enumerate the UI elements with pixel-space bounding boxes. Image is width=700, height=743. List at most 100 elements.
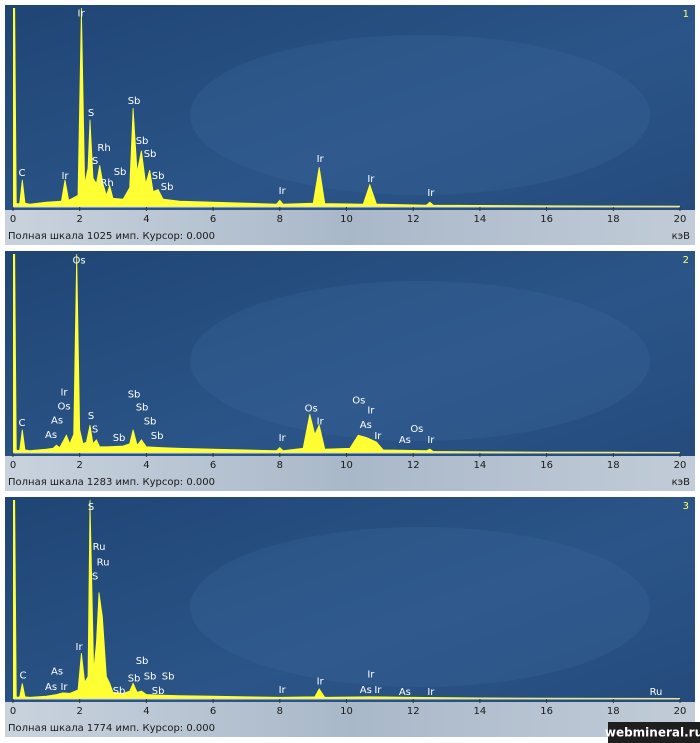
x-tick-label: 8 [277, 214, 283, 225]
spectrum-area [13, 254, 680, 453]
panel-number: 1 [683, 9, 689, 20]
peak-label: Ir [374, 431, 382, 442]
x-tick-label: 6 [210, 460, 216, 471]
x-tick-label: 18 [607, 706, 620, 717]
peak-label: Ir [367, 670, 375, 681]
x-tick-label: 12 [407, 460, 420, 471]
peak-label: Ir [78, 9, 86, 20]
x-tick-label: 0 [10, 460, 16, 471]
peak-label: Ir [279, 186, 287, 197]
peak-label: Sb [113, 686, 126, 697]
x-tick-label: 4 [143, 706, 149, 717]
peak-label: Ir [367, 406, 375, 417]
peak-label: As [360, 420, 372, 431]
x-tick-label: 8 [277, 706, 283, 717]
x-tick-label: 20 [674, 460, 687, 471]
spectrum-area [13, 500, 680, 699]
peak-label: Os [72, 256, 85, 267]
footer-text: Полная шкала 1283 имп. Курсор: 0.000 [8, 477, 215, 488]
peak-label: Ir [279, 685, 287, 696]
peak-label: Ir [374, 685, 382, 696]
peak-label: S [88, 108, 94, 119]
x-tick-label: 10 [340, 214, 353, 225]
peak-label: Sb [144, 417, 157, 428]
peak-label: Ru [93, 542, 106, 553]
peak-label: Sb [152, 171, 165, 182]
peak-label: Ru [650, 687, 663, 698]
peak-label: As [45, 682, 57, 693]
peak-label: S [92, 425, 98, 436]
spectrum-panel: 0 2 4 6 8 10 12 14 16 18 20CIrSRhSRhSbSbSbSbSbSbIr… [5, 5, 695, 245]
peak-label: Ir [60, 388, 68, 399]
peak-label: Sb [128, 96, 141, 107]
spectrum-panel: 0 2 4 6 8 10 12 14 16 18 20OsCIrOsAsAsSSSbSbSbSbSb… [5, 251, 695, 491]
peak-label: Ir [61, 171, 69, 182]
x-tick-label: 10 [340, 706, 353, 717]
x-tick-label: 16 [540, 214, 553, 225]
peak-label: Os [57, 402, 70, 413]
peak-label: Sb [144, 672, 157, 683]
peak-label: Ir [367, 174, 375, 185]
x-tick-label: 14 [474, 460, 487, 471]
footer-text: Полная шкала 1025 имп. Курсор: 0.000 [8, 231, 215, 242]
x-tick-label: 2 [77, 214, 83, 225]
x-tick-label: 8 [277, 460, 283, 471]
peak-label: Sb [114, 167, 127, 178]
peak-label: Ir [76, 642, 84, 653]
x-tick-label: 18 [607, 460, 620, 471]
peak-label: As [399, 435, 411, 446]
spectrum-area [13, 8, 680, 207]
peak-label: S [92, 156, 98, 167]
peak-label: Ru [97, 557, 110, 568]
peak-label: Ir [60, 682, 68, 693]
peak-label: Rh [97, 143, 110, 154]
x-tick-label: 12 [407, 706, 420, 717]
peak-label: Os [352, 396, 365, 407]
x-tick-label: 16 [540, 706, 553, 717]
peak-label: C [19, 418, 26, 429]
x-tick-label: 6 [210, 706, 216, 717]
peak-label: C [19, 168, 26, 179]
peak-label: S [88, 411, 94, 422]
x-tick-label: 18 [607, 214, 620, 225]
peak-label: Ir [427, 687, 435, 698]
peak-label: Sb [136, 656, 149, 667]
peak-label: Ir [427, 188, 435, 199]
x-tick-label: 16 [540, 460, 553, 471]
peak-label: Sb [152, 686, 165, 697]
footer-text: Полная шкала 1774 имп. Курсор: 0.000 [8, 723, 215, 734]
x-tick-label: 10 [340, 460, 353, 471]
peak-label: Os [305, 404, 318, 415]
peak-label: Ir [427, 435, 435, 446]
x-tick-label: 20 [674, 706, 687, 717]
x-tick-label: 14 [474, 706, 487, 717]
x-tick-label: 0 [10, 214, 16, 225]
peak-label: Sb [136, 136, 149, 147]
peak-label: Sb [162, 672, 175, 683]
peak-label: Sb [128, 674, 141, 685]
panel-number: 3 [683, 501, 689, 512]
peak-label: C [20, 671, 27, 682]
background-glow [190, 35, 650, 195]
x-tick-label: 12 [407, 214, 420, 225]
peak-label: S [92, 572, 98, 583]
peak-label: Sb [144, 149, 157, 160]
x-tick-label: 2 [77, 460, 83, 471]
peak-label: As [45, 430, 57, 441]
peak-label: Sb [128, 390, 141, 401]
peak-label: Rh [100, 178, 113, 189]
background-glow [190, 527, 650, 687]
background-glow [190, 281, 650, 441]
watermark-box [608, 722, 700, 743]
peak-label: Ir [317, 154, 325, 165]
peak-label: Sb [161, 182, 174, 193]
peak-label: Sb [136, 403, 149, 414]
x-tick-label: 4 [143, 214, 149, 225]
peak-label: As [360, 685, 372, 696]
peak-label: Ir [317, 677, 325, 688]
peak-label: Ir [279, 433, 287, 444]
x-tick-label: 20 [674, 214, 687, 225]
peak-label: Sb [113, 433, 126, 444]
